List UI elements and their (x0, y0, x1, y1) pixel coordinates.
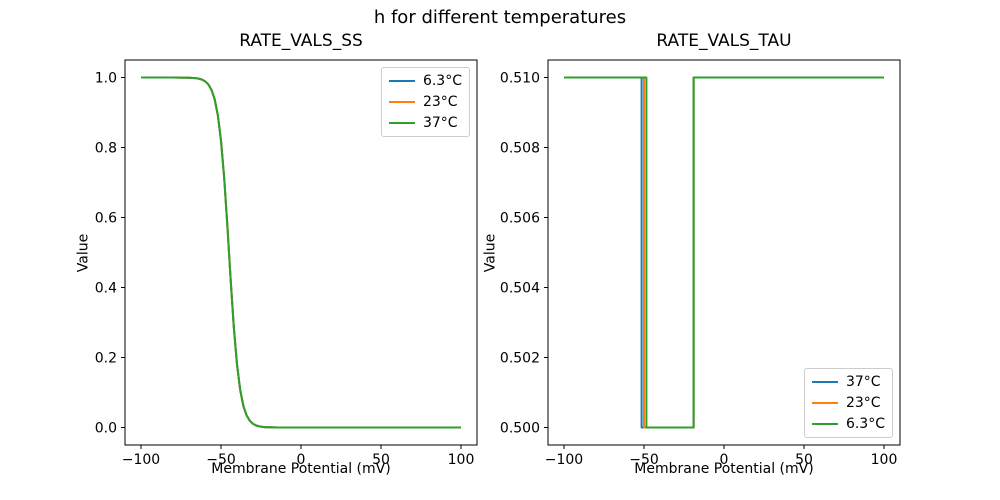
legend-line-sample (811, 401, 838, 404)
y-tick-label: 0.506 (500, 211, 540, 227)
x-tick-label: −100 (122, 452, 160, 468)
legend-line-sample (388, 122, 415, 125)
y-tick-label: 0.504 (500, 281, 540, 297)
legend-item: 37°C (811, 373, 885, 390)
legend-item: 6.3°C (388, 73, 462, 89)
x-tick-label: 50 (795, 452, 813, 468)
legend-item: 6.3°C (811, 415, 885, 432)
series-line-37°C (141, 76, 461, 429)
legend-label: 6.3°C (845, 415, 885, 432)
plot-title-ss: RATE_VALS_SS (239, 31, 363, 51)
x-tick-label: 100 (871, 452, 898, 468)
legend-label: 23°C (845, 394, 881, 411)
legend-label: 37°C (845, 373, 881, 390)
plot-title-tau: RATE_VALS_TAU (656, 31, 792, 51)
y-tick-label: 0.2 (95, 351, 117, 367)
legend-item: 23°C (388, 94, 462, 111)
legend-label: 23°C (422, 94, 458, 111)
y-tick-label: 1.0 (95, 71, 117, 87)
x-tick-label: −100 (545, 452, 583, 468)
legend-item: 23°C (811, 394, 885, 411)
x-tick-label: 0 (297, 452, 306, 468)
x-tick-label: 0 (720, 452, 729, 468)
x-tick-label: 50 (372, 452, 390, 468)
y-tick-label: 0.0 (95, 421, 117, 437)
y-tick-label: 0.502 (500, 351, 540, 367)
legend-ss: 6.3°C 23°C 37°C (380, 67, 470, 138)
y-tick-label: 0.500 (500, 421, 540, 437)
legend-line-sample (811, 380, 838, 383)
y-tick-label: 0.4 (95, 281, 117, 297)
x-axis-label-ss: Membrane Potential (mV) (211, 461, 391, 477)
x-tick-label: −50 (629, 452, 659, 468)
legend-label: 6.3°C (422, 73, 462, 89)
legend-label: 37°C (422, 115, 458, 132)
series-line-6.3°C (564, 76, 884, 429)
legend-item: 37°C (388, 115, 462, 132)
y-tick-label: 0.6 (95, 211, 117, 227)
legend-tau: 37°C 23°C 6.3°C (803, 367, 893, 438)
y-tick-label: 0.8 (95, 141, 117, 157)
y-tick-label: 0.510 (500, 71, 540, 87)
y-tick-label: 0.508 (500, 141, 540, 157)
legend-line-sample (388, 101, 415, 104)
x-axis-label-tau: Membrane Potential (mV) (634, 461, 814, 477)
figure-title: h for different temperatures (373, 7, 627, 28)
legend-line-sample (388, 80, 415, 83)
legend-line-sample (811, 422, 838, 425)
x-tick-label: −50 (206, 452, 236, 468)
x-tick-label: 100 (448, 452, 475, 468)
